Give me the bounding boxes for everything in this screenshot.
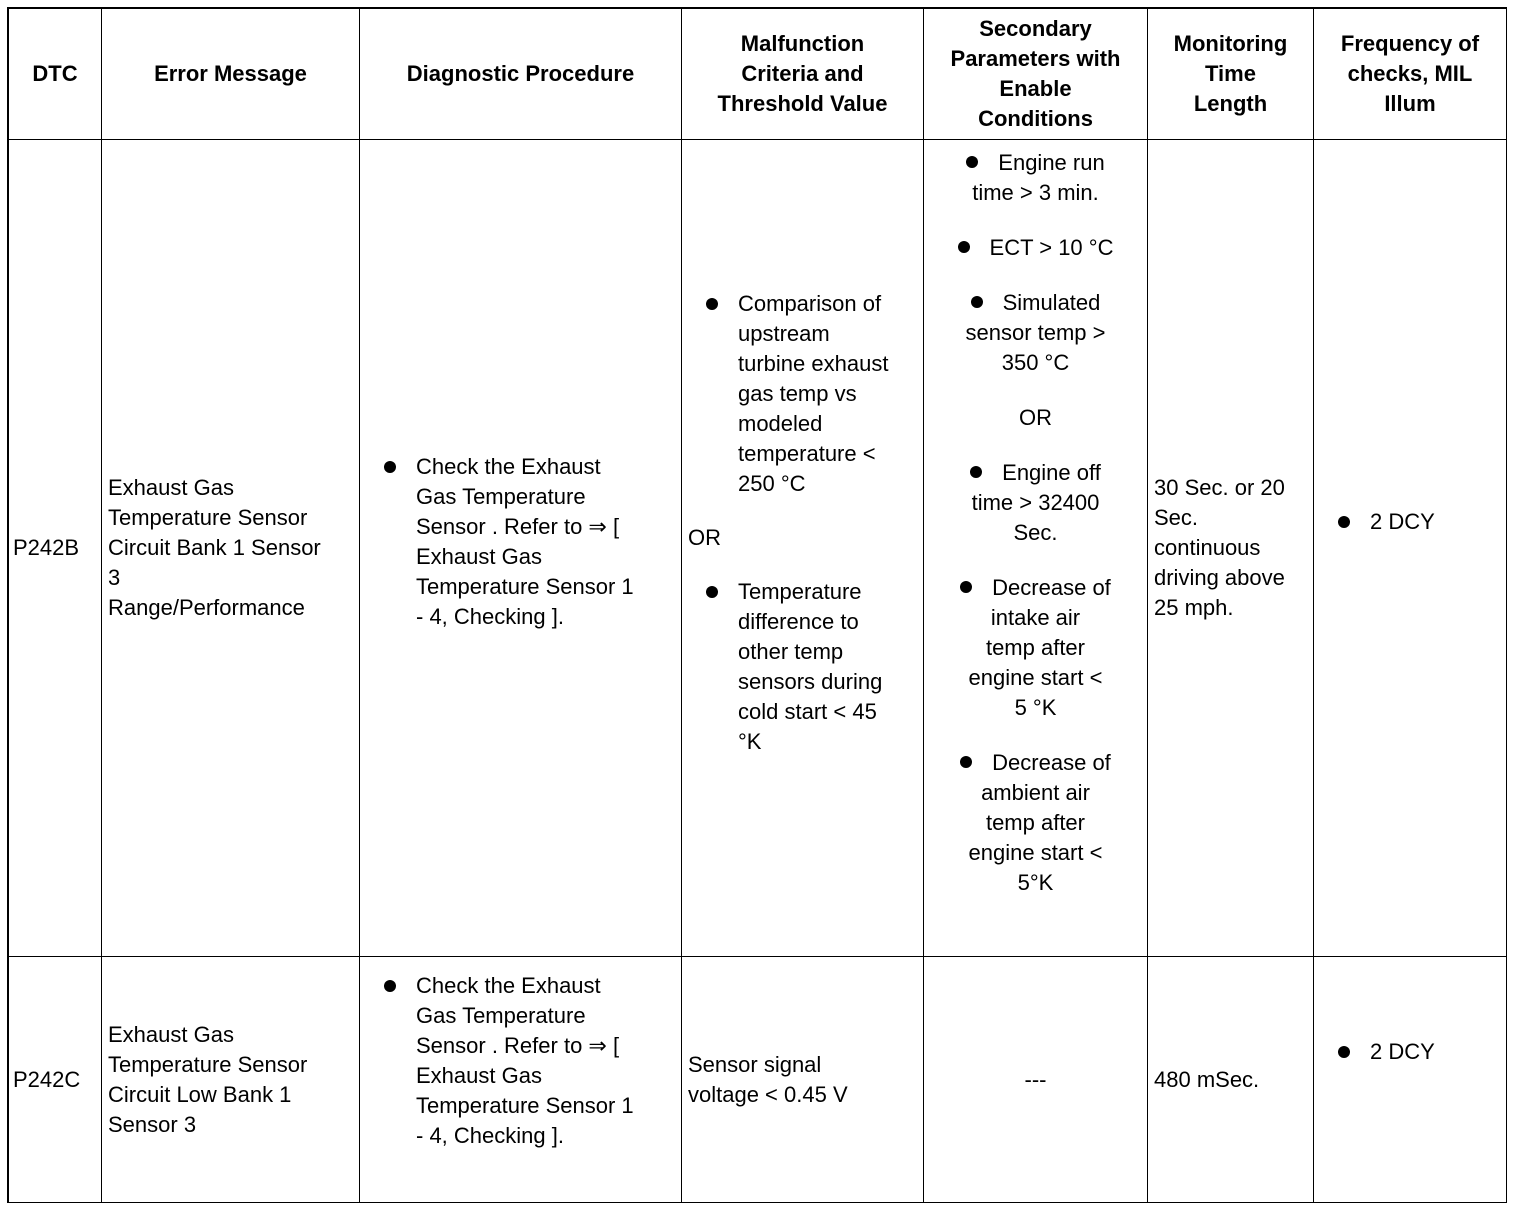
bullet-icon (1338, 1045, 1350, 1058)
table-row-p242b-error: Exhaust Gas Temperature Sensor Circuit B… (102, 140, 360, 957)
bullet-icon (706, 586, 718, 598)
bullet-icon (970, 296, 983, 308)
dtc-code: P242C (13, 1066, 81, 1092)
frequency-value: 2 DCY (1370, 509, 1435, 534)
bullet-icon (970, 466, 983, 478)
table-row-p242c-procedure: Check the Exhaust Gas Temperature Sensor… (360, 957, 682, 1203)
bullet-icon (706, 298, 718, 310)
error-message: Exhaust Gas Temperature Sensor Circuit L… (108, 1021, 308, 1137)
enable-conditions: --- (1024, 1066, 1047, 1092)
dtc-table: DTC Error Message Diagnostic Procedure M… (7, 7, 1507, 1203)
header-diagnostic-procedure: Diagnostic Procedure (360, 9, 682, 140)
or-label: OR (688, 525, 721, 550)
table-row-p242b-frequency: 2 DCY (1314, 140, 1507, 957)
header-monitoring-time: Monitoring Time Length (1148, 9, 1314, 140)
enable-condition-item: Decrease of ambient air temp after engin… (960, 748, 1111, 898)
enable-condition-item: Engine off time > 32400 Sec. (970, 460, 1101, 545)
table-row-p242b-secondary: Engine run time > 3 min. ECT > 10 °C Sim… (924, 140, 1148, 957)
header-dtc: DTC (9, 9, 102, 140)
table-row-p242c-malfunction: Sensor signal voltage < 0.45 V (682, 957, 924, 1203)
header-secondary-parameters: Secondary Parameters with Enable Conditi… (924, 9, 1148, 140)
table-row-p242c-secondary: --- (924, 957, 1148, 1203)
header-malfunction-criteria: Malfunction Criteria and Threshold Value (682, 9, 924, 140)
header-error-message: Error Message (102, 9, 360, 140)
table-row-p242b-procedure: Check the Exhaust Gas Temperature Sensor… (360, 140, 682, 957)
table-row-p242c-frequency: 2 DCY (1314, 957, 1507, 1203)
malfunction-criteria-item: Temperature difference to other temp sen… (738, 579, 883, 754)
table-row-p242b-malfunction: Comparison of upstream turbine exhaust g… (682, 140, 924, 957)
enable-condition-item: Decrease of intake air temp after engine… (960, 573, 1111, 723)
or-label: OR (1018, 405, 1052, 430)
error-message: Exhaust Gas Temperature Sensor Circuit B… (108, 475, 321, 620)
bullet-icon (384, 461, 396, 473)
dtc-code: P242B (13, 535, 80, 560)
bullet-icon (966, 156, 979, 168)
bullet-icon (1338, 516, 1350, 528)
table-row-p242c-dtc: P242C (9, 957, 102, 1203)
header-frequency: Frequency of checks, MIL Illum (1314, 9, 1507, 140)
bullet-icon (960, 581, 973, 593)
diagnostic-procedure: Check the Exhaust Gas Temperature Sensor… (416, 972, 634, 1148)
bullet-icon (960, 756, 973, 768)
table-row-p242b-dtc: P242B (9, 140, 102, 957)
malfunction-criteria-item: Comparison of upstream turbine exhaust g… (738, 291, 889, 496)
enable-condition-item: Engine run time > 3 min. (966, 148, 1105, 208)
table-row-p242c-time: 480 mSec. (1148, 957, 1314, 1203)
enable-condition-item: Simulated sensor temp > 350 °C (965, 290, 1106, 375)
enable-condition-item: ECT > 10 °C (957, 233, 1113, 263)
monitoring-time: 480 mSec. (1154, 1066, 1260, 1092)
diagnostic-procedure: Check the Exhaust Gas Temperature Sensor… (416, 454, 634, 629)
frequency-value: 2 DCY (1370, 1038, 1435, 1064)
bullet-icon (957, 241, 970, 253)
table-row-p242c-error: Exhaust Gas Temperature Sensor Circuit L… (102, 957, 360, 1203)
monitoring-time: 30 Sec. or 20 Sec. continuous driving ab… (1154, 475, 1285, 620)
table-row-p242b-time: 30 Sec. or 20 Sec. continuous driving ab… (1148, 140, 1314, 957)
bullet-icon (384, 979, 396, 992)
malfunction-criteria: Sensor signal voltage < 0.45 V (688, 1051, 848, 1107)
